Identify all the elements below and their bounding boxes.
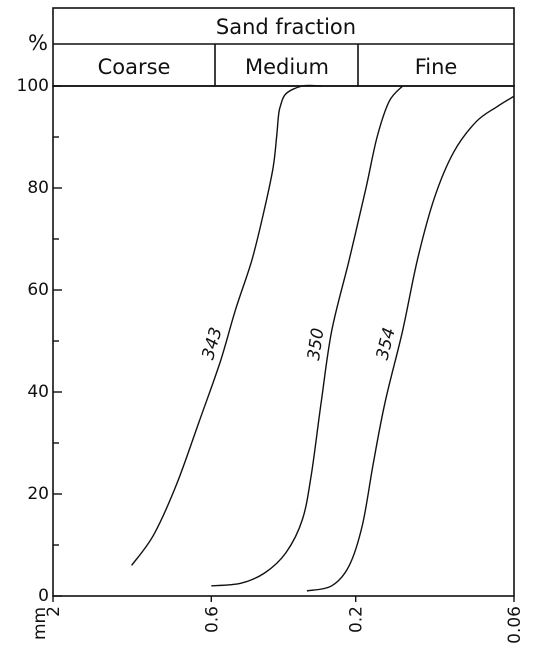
header-title: Sand fraction — [216, 15, 356, 39]
y-tick-label: 40 — [27, 382, 49, 402]
x-tick-label: 0.06 — [505, 606, 525, 644]
y-tick-label: 80 — [27, 178, 49, 198]
y-tick-label: 100 — [17, 76, 49, 96]
class-fine-label: Fine — [415, 55, 458, 79]
x-tick-label: 2 — [44, 606, 64, 617]
y-tick-label: 60 — [27, 280, 49, 300]
class-medium-label: Medium — [245, 55, 329, 79]
series-label-350: 350 — [304, 327, 329, 362]
series-group — [131, 84, 515, 592]
x-tick-label: 0.6 — [202, 606, 222, 633]
y-axis: 0 20 40 60 80 100 — [17, 76, 62, 606]
series-line-343 — [131, 84, 322, 566]
class-coarse-label: Coarse — [98, 55, 171, 79]
series-labels: 343 350 354 — [198, 325, 399, 362]
x-axis: mm 2 0.6 0.2 0.06 — [30, 596, 525, 644]
y-tick-label: 20 — [27, 484, 49, 504]
plot-frame — [52, 85, 515, 597]
y-tick-label: 0 — [38, 586, 49, 606]
series-line-354 — [306, 95, 515, 592]
series-line-350 — [211, 85, 404, 587]
x-axis-unit-label: mm — [30, 607, 50, 640]
y-axis-label: % — [28, 31, 48, 55]
x-tick-label: 0.2 — [347, 606, 367, 633]
